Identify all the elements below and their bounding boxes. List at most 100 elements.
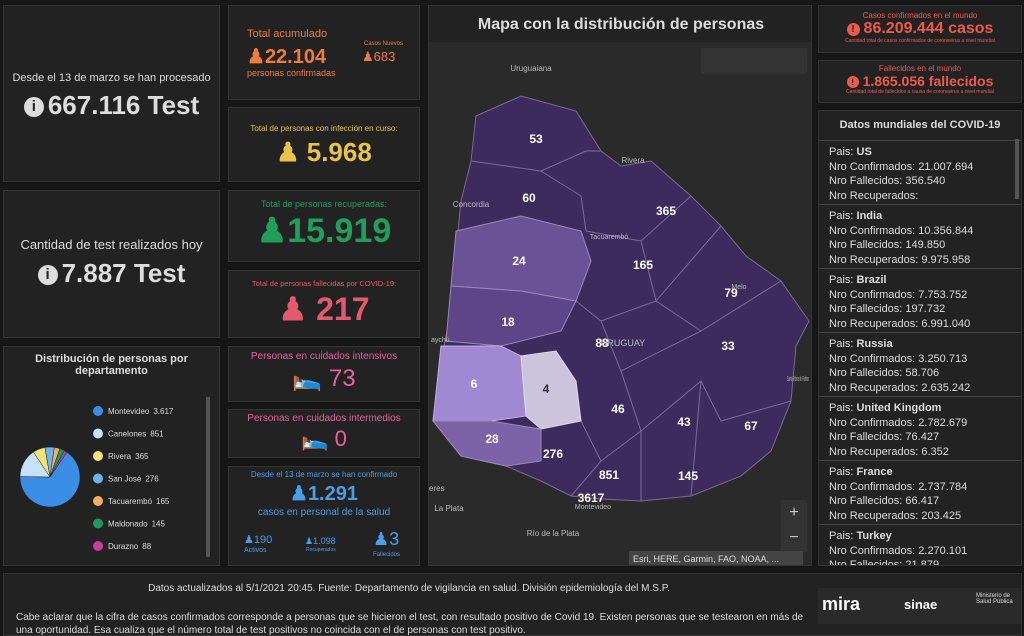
country-row: Pais: France — [829, 465, 1011, 480]
intermediate-panel: Personas en cuidados intermedios 🛌 0 — [228, 409, 420, 458]
zoom-buttons[interactable] — [781, 500, 807, 552]
recovered-value: 15.919 — [287, 212, 392, 250]
map-toolbar: + − Esri, HERE, Garmin, FAO, NOAA, ... — [629, 48, 807, 565]
field-label: Nro Confirmados: — [829, 224, 916, 237]
total-panel: Total acumulado ♟22.104 personas confirm… — [228, 5, 420, 100]
place-label: aychú — [431, 337, 450, 344]
country-row: Nro Fallecidos: 356.540 — [829, 174, 1011, 189]
legend-value: 365 — [135, 452, 149, 461]
field-value: India — [856, 210, 883, 222]
map: Mapa con la distribución de personas + −… — [429, 6, 811, 565]
legend-name: Maldonado — [108, 520, 148, 529]
field-value: 149.850 — [905, 239, 946, 251]
country-row: Nro Confirmados: 3.250.713 — [829, 352, 1011, 367]
field-value: France — [856, 466, 893, 478]
field-label: Pais: — [829, 274, 854, 286]
field-value: Russia — [856, 338, 893, 350]
field-value: 21.007.694 — [918, 160, 974, 173]
department — [432, 345, 527, 422]
place-label: Santa Vitória do Palmar — [787, 376, 809, 383]
field-value: 76.427 — [905, 431, 940, 443]
country-row: Pais: United Kingdom — [829, 401, 1011, 416]
legend-name: Canelones — [108, 430, 146, 439]
field-value: 2.270.101 — [918, 544, 968, 557]
field-value: 2.635.242 — [921, 381, 971, 394]
field-label: Nro Confirmados: — [829, 416, 916, 429]
map-panel: Mapa con la distribución de personas + −… — [428, 5, 812, 566]
tests-value: 667.116 Test — [47, 90, 200, 120]
country-row: Nro Confirmados: 21.007.694 — [829, 160, 1011, 175]
field-label: Nro Confirmados: — [829, 160, 916, 173]
world-cases-panel: Casos confirmados en el mundo ! 86.209.44… — [818, 5, 1022, 53]
scrollbar — [206, 397, 210, 557]
legend-name: Montevideo — [108, 407, 150, 416]
pie-panel: Distribución de personas por departament… — [3, 346, 220, 566]
legend-name: Tacuarembó — [108, 497, 153, 506]
active-value: 5.968 — [306, 137, 372, 167]
field-label: Nro Recuperados: — [829, 509, 919, 522]
country-row: Nro Fallecidos: 149.850 — [829, 238, 1011, 253]
scrollbar — [1015, 139, 1019, 199]
map-title: Mapa con la distribución de personas — [478, 16, 764, 33]
country-row: Nro Fallecidos: 58.706 — [829, 366, 1011, 381]
logo-sinae: sinae — [904, 597, 938, 612]
zoom-out[interactable]: − — [789, 529, 798, 546]
world-cases-note: Cantidad total de casos confirmados de c… — [845, 38, 995, 44]
field-label: Nro Confirmados: — [829, 544, 916, 557]
health-deceased-label: Fallecidos — [373, 552, 401, 558]
department-count: 33 — [721, 339, 735, 353]
intensive-value: 73 — [328, 365, 356, 392]
field-value: 6.352 — [921, 445, 949, 458]
field-value: United Kingdom — [856, 402, 942, 414]
field-label: Nro Fallecidos: — [829, 239, 903, 251]
country-row: Nro Confirmados: 2.782.679 — [829, 416, 1011, 431]
legend-swatch — [93, 428, 103, 439]
field-label: Nro Recuperados: — [829, 317, 919, 330]
field-value: 356.540 — [905, 175, 946, 187]
country-list[interactable]: Pais: US Nro Confirmados: 21.007.694 Nro F… — [819, 140, 1021, 566]
health-active-value: 190 — [253, 534, 273, 546]
department-count: 276 — [543, 447, 563, 461]
pie-title: Distribución de personas por departament… — [35, 353, 188, 377]
field-value: 6.991.040 — [921, 317, 971, 330]
pie-slice — [19, 451, 81, 508]
intermediate-value: 0 — [334, 426, 347, 451]
field-label: Nro Fallecidos: — [829, 559, 903, 566]
legend-value: 3.617 — [153, 407, 174, 416]
country-row: Nro Recuperados: 9.975.958 — [829, 253, 1011, 268]
zoom-in[interactable]: + — [789, 504, 798, 521]
department-count: 165 — [633, 258, 653, 272]
updated: Datos actualizados al 5/1/2021 20:45. Fu… — [148, 583, 670, 594]
place-label: URUGUAY — [601, 338, 645, 348]
health-recovered-label: Recuperados — [306, 547, 336, 553]
world-cases-label: Casos confirmados en el mundo — [862, 11, 978, 20]
legend-name: Rivera — [108, 452, 132, 461]
deceased-label: Total de personas fallecidas por COVID-1… — [251, 279, 397, 288]
field-label: Nro Recuperados: — [829, 445, 919, 458]
health-recovered-value: 1.098 — [313, 536, 336, 546]
world-deaths-note: Cantidad total de fallecidos a causa de … — [846, 89, 994, 95]
field-value: Turkey — [856, 530, 892, 542]
intensive-label: Personas en cuidados intensivos — [250, 351, 398, 362]
legend-swatch — [93, 406, 103, 416]
country-row: Nro Fallecidos: 66.417 — [829, 494, 1011, 509]
place-label: Melo — [731, 284, 746, 291]
field-label: Nro Recuperados: — [829, 189, 919, 202]
field-label: Nro Fallecidos: — [829, 495, 903, 507]
new-label: Casos Nuevos — [364, 41, 404, 47]
field-value: 10.356.844 — [918, 224, 974, 237]
country-row: Nro Confirmados: 10.356.844 — [829, 224, 1011, 239]
country-entry: Pais: France Nro Confirmados: 2.737.784 Nr… — [819, 461, 1021, 525]
health-panel: Desde el 13 de marzo se han confirmado ♟… — [228, 466, 420, 566]
legend-value: 276 — [145, 475, 159, 484]
health-sub: casos en personal de la salud — [257, 507, 391, 518]
legend-value: 165 — [156, 497, 170, 506]
toolbar[interactable] — [701, 48, 807, 74]
country-row: Nro Confirmados: 2.270.101 — [829, 544, 1011, 559]
tests-today-panel: Cantidad de test realizados hoy i 7.887 T… — [3, 190, 220, 338]
field-value: 203.425 — [921, 509, 962, 522]
logo-msp: Ministerio de Salud Pública — [976, 593, 1013, 605]
field-value: 197.732 — [905, 303, 946, 315]
